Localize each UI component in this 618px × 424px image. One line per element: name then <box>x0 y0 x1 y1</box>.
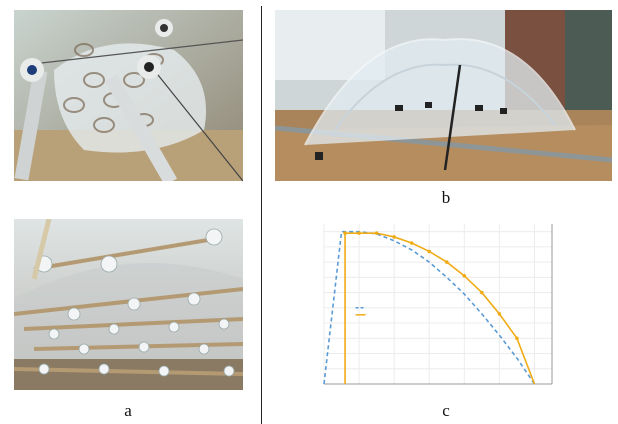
photo-b <box>275 10 612 181</box>
caption-a: a <box>124 401 132 420</box>
data-point <box>374 231 379 235</box>
caption-b: b <box>441 188 451 207</box>
chart-c <box>312 218 574 390</box>
line-chart <box>323 224 553 385</box>
data-point <box>409 241 414 245</box>
data-point <box>480 290 484 295</box>
data-point <box>343 231 347 235</box>
data-point <box>462 274 467 278</box>
photo-a-top <box>14 10 243 181</box>
data-point <box>392 235 396 239</box>
data-point <box>515 336 519 341</box>
data-point <box>427 249 432 254</box>
series-line-1 <box>344 232 536 385</box>
data-point <box>357 231 361 235</box>
photo-a-bottom <box>14 219 243 390</box>
data-point <box>497 312 502 316</box>
vertical-divider <box>261 6 262 424</box>
data-point <box>444 260 449 264</box>
caption-c: c <box>442 401 450 420</box>
